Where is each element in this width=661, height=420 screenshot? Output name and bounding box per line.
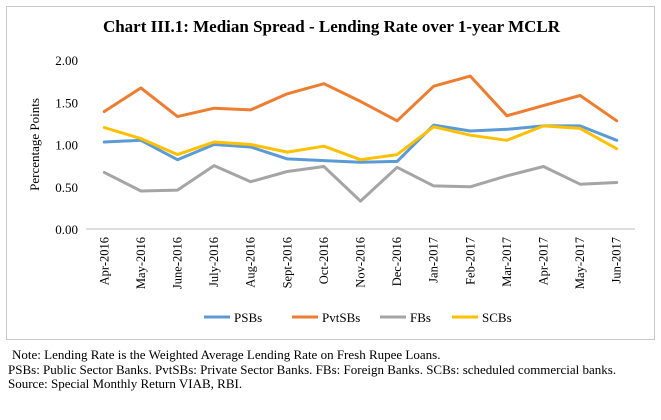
data-point (615, 147, 618, 150)
x-tick-label: May-2017 (573, 237, 587, 289)
data-point (212, 106, 216, 110)
x-tick-label: July-2016 (207, 237, 221, 287)
series-line (102, 124, 619, 162)
data-point (103, 171, 106, 174)
data-point (359, 161, 362, 164)
data-point (176, 115, 179, 118)
data-point (505, 139, 509, 142)
x-tick-label: Apr-2016 (97, 237, 111, 285)
source-line: Source: Special Monthly Return VIAB, RBI… (8, 376, 243, 391)
data-point (359, 199, 362, 203)
data-point (432, 184, 435, 188)
x-tick-label: Oct-2016 (317, 237, 331, 284)
data-point (359, 100, 362, 103)
chart-container: Chart III.1: Median Spread - Lending Rat… (6, 6, 655, 340)
data-point (249, 143, 252, 146)
x-tick-label: Aug-2016 (244, 237, 258, 288)
data-point (176, 158, 179, 161)
chart-notes: Note: Lending Rate is the Weighted Avera… (8, 347, 656, 392)
x-tick-label: Sept-2016 (280, 237, 294, 288)
y-tick-label: 0.00 (55, 222, 78, 237)
abbreviations-line: PSBs: Public Sector Banks. PvtSBs: Priva… (8, 361, 617, 377)
data-point (469, 129, 472, 133)
x-tick-label: Feb-2017 (463, 237, 477, 285)
x-tick-label: May-2016 (134, 237, 148, 289)
data-point (322, 165, 326, 168)
x-tick-label: Nov-2016 (354, 237, 368, 288)
data-point (176, 153, 179, 156)
series-line (102, 74, 619, 123)
series-line (102, 164, 619, 203)
data-point (395, 160, 399, 163)
data-point (212, 164, 216, 167)
data-point (578, 183, 582, 186)
data-point (176, 188, 179, 192)
data-point (469, 74, 472, 78)
data-point (432, 84, 435, 88)
data-point (395, 166, 399, 169)
data-point (286, 92, 289, 96)
data-point (615, 119, 618, 123)
data-point (505, 128, 509, 131)
data-point (615, 181, 618, 184)
data-point (505, 174, 509, 177)
data-point (139, 189, 143, 193)
data-point (249, 145, 252, 149)
data-point (578, 124, 582, 128)
data-point (578, 127, 582, 130)
y-tick-label: 1.50 (55, 95, 78, 110)
data-point (286, 157, 289, 161)
chart-title: Chart III.1: Median Spread - Lending Rat… (102, 17, 561, 36)
x-tick-label: Mar-2017 (500, 237, 514, 287)
line-chart: 0.00 0.50 1.00 1.50 2.00 Percentage Points Apr… (27, 53, 635, 325)
data-point (212, 143, 216, 146)
legend-label: FBs (410, 310, 431, 325)
legend-label: PvtSBs (322, 310, 360, 325)
data-point (432, 125, 435, 128)
data-point (395, 119, 399, 123)
note-line: Note: Lending Rate is the Weighted Avera… (12, 347, 441, 362)
data-point (212, 140, 216, 144)
data-point (469, 134, 472, 137)
data-point (249, 180, 252, 183)
data-point (322, 82, 326, 85)
data-point (359, 158, 362, 161)
x-tick-label: Dec-2016 (390, 237, 404, 286)
data-point (103, 126, 106, 129)
x-tick-label: June-2016 (171, 237, 185, 289)
data-point (505, 114, 509, 117)
data-point (542, 104, 545, 107)
data-point (322, 144, 326, 148)
data-point (615, 139, 618, 142)
data-point (322, 159, 326, 162)
y-tick-label: 2.00 (55, 53, 78, 68)
data-point (286, 150, 289, 154)
x-tick-label: Jan-2017 (427, 237, 441, 283)
data-point (139, 137, 143, 140)
data-point (469, 185, 472, 188)
y-axis-title: Percentage Points (27, 98, 42, 191)
x-tick-label: Jun-2017 (610, 237, 624, 284)
data-point (103, 110, 106, 113)
series-line (102, 123, 619, 164)
x-tick-label: Apr-2017 (537, 237, 551, 285)
data-point (286, 170, 289, 173)
data-point (249, 108, 252, 112)
data-point (395, 153, 399, 156)
legend-label: PSBs (234, 310, 262, 325)
legend-label: SCBs (482, 310, 512, 325)
y-tick-label: 0.50 (55, 180, 78, 195)
y-tick-label: 1.00 (55, 138, 78, 153)
data-point (578, 94, 582, 97)
data-point (139, 86, 143, 90)
data-point (103, 140, 106, 144)
data-point (542, 124, 545, 128)
data-point (542, 165, 545, 168)
